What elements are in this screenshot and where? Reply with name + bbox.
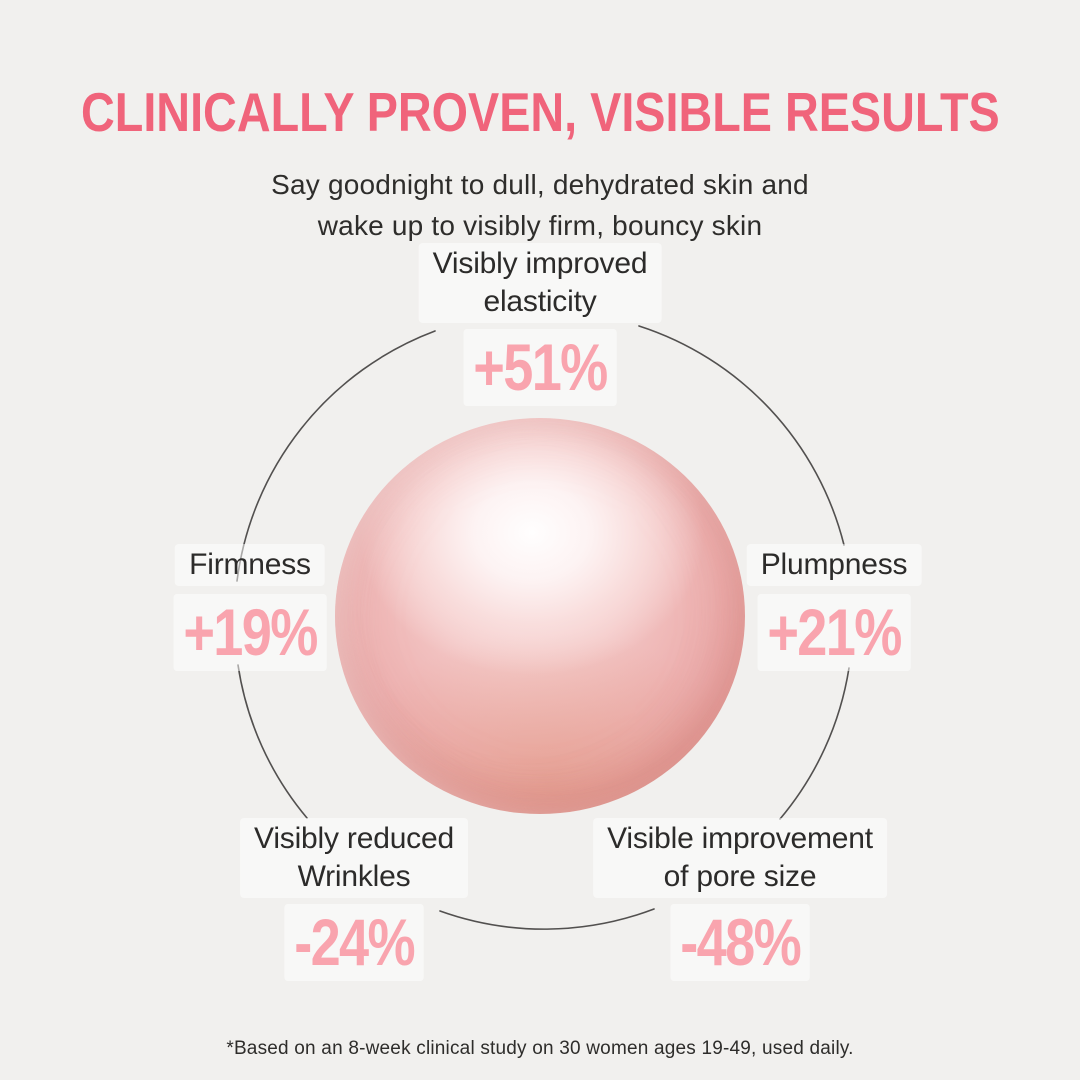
stat-firmness: Firmness +19% bbox=[157, 544, 344, 671]
page-title: CLINICALLY PROVEN, VISIBLE RESULTS bbox=[81, 80, 1000, 143]
subtitle: Say goodnight to dull, dehydrated skin a… bbox=[0, 164, 1080, 246]
stat-pore-size: Visible improvement of pore size -48% bbox=[593, 818, 887, 981]
stat-elasticity: Visibly improved elasticity +51% bbox=[418, 243, 662, 406]
stat-plumpness-value: +21% bbox=[757, 594, 911, 671]
pearl-image bbox=[335, 418, 745, 814]
stat-wrinkles-label: Visibly reduced Wrinkles bbox=[240, 818, 468, 898]
stat-elasticity-label: Visibly improved elasticity bbox=[418, 243, 662, 323]
stat-firmness-label: Firmness bbox=[175, 544, 325, 586]
stat-firmness-value: +19% bbox=[173, 594, 327, 671]
subtitle-line-1: Say goodnight to dull, dehydrated skin a… bbox=[271, 169, 809, 200]
stat-plumpness-label: Plumpness bbox=[746, 544, 922, 586]
stat-wrinkles-value: -24% bbox=[284, 904, 424, 981]
stat-wrinkles: Visibly reduced Wrinkles -24% bbox=[240, 818, 468, 981]
ring-arc-lower-left bbox=[237, 664, 308, 819]
subtitle-line-2: wake up to visibly firm, bouncy skin bbox=[317, 210, 763, 241]
ring-arc-lower-right bbox=[779, 667, 850, 820]
stat-plumpness: Plumpness +21% bbox=[741, 544, 928, 671]
stat-elasticity-value: +51% bbox=[463, 329, 617, 406]
footnote: *Based on an 8-week clinical study on 30… bbox=[226, 1038, 854, 1059]
stat-pore-size-label: Visible improvement of pore size bbox=[593, 818, 887, 898]
stat-pore-size-value: -48% bbox=[670, 904, 810, 981]
